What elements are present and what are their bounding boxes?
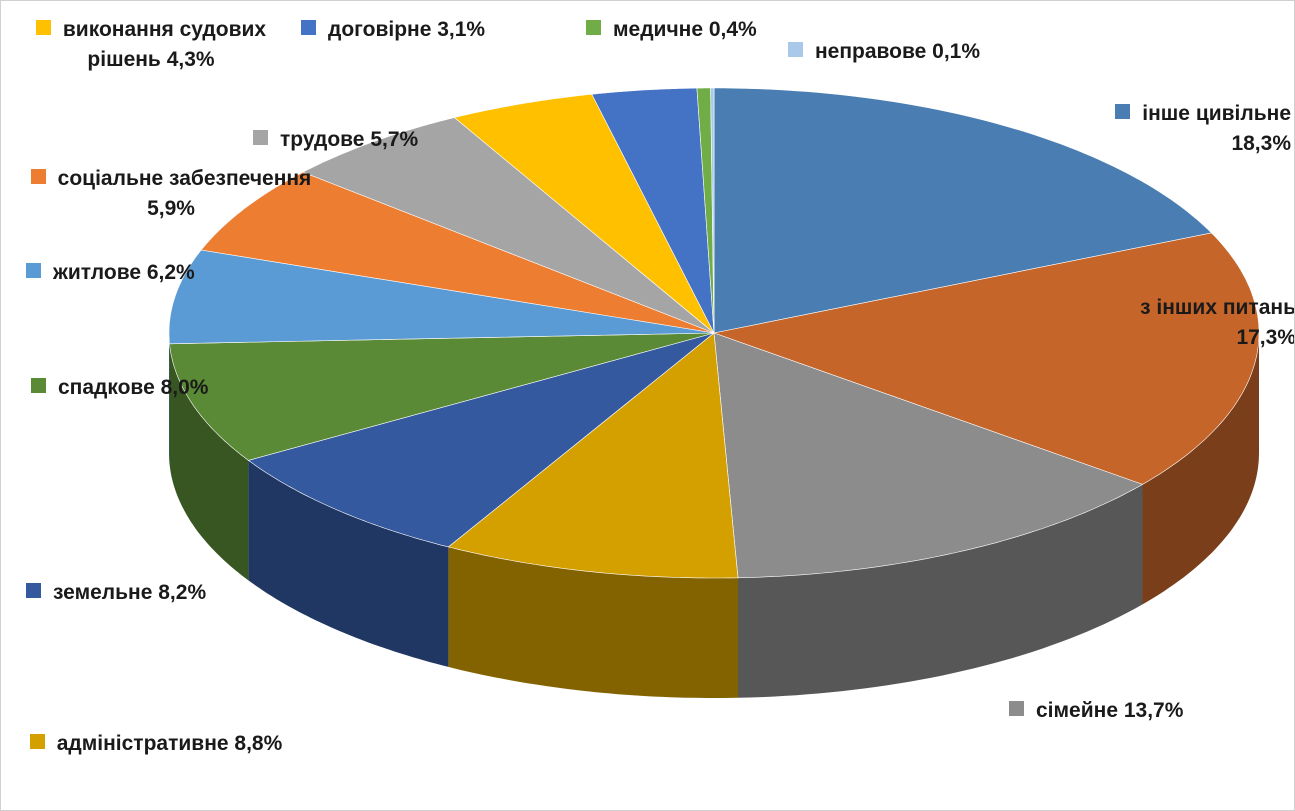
slice (712, 232, 1260, 485)
slice (696, 87, 715, 334)
legend-swatch (35, 20, 51, 35)
slice (713, 332, 1144, 579)
data-label: неправове 0,1% (788, 37, 1038, 67)
data-label: спадкове 8,0% (31, 373, 281, 403)
value-label: 4,3% (166, 48, 215, 71)
legend-swatch (31, 378, 46, 393)
value-label: 18,3% (1231, 132, 1291, 155)
value-label: 6,2% (146, 261, 195, 284)
legend-swatch (301, 20, 316, 35)
value-label: 0,4% (708, 18, 757, 41)
value-label: 5,7% (370, 128, 419, 151)
data-label: трудове 5,7% (253, 125, 493, 155)
legend-swatch (1113, 298, 1129, 313)
slice (453, 93, 715, 334)
data-label: інше цивільне 18,3% (1076, 99, 1291, 159)
slice-side (1142, 333, 1259, 605)
slice-side (738, 484, 1143, 698)
category-name: трудове (280, 128, 365, 151)
category-name: спадкове (58, 376, 155, 399)
category-name: адміністративне (56, 732, 229, 755)
slice (591, 87, 715, 334)
slice-side (248, 460, 449, 667)
data-label: медичне 0,4% (586, 15, 816, 45)
legend-swatch (788, 42, 803, 57)
category-name: інше цивільне (1142, 102, 1291, 125)
value-label: 8,8% (234, 732, 283, 755)
slice-side (448, 546, 738, 698)
slice-side (169, 333, 170, 464)
value-label: 3,1% (437, 18, 486, 41)
slice (302, 117, 715, 334)
value-label: 8,2% (158, 581, 207, 604)
value-label: 0,1% (932, 40, 981, 63)
legend-swatch (30, 169, 46, 184)
legend-swatch (1115, 104, 1131, 119)
legend-swatch (26, 583, 41, 598)
data-label: договірне 3,1% (301, 15, 571, 45)
category-name: соціальне забезпечення (57, 167, 312, 190)
category-name: з інших питань (1140, 296, 1295, 319)
data-label: сімейне 13,7% (1009, 696, 1279, 726)
value-label: 8,0% (160, 376, 209, 399)
category-name: медичне (613, 18, 704, 41)
data-label: виконання судових рішень 4,3% (26, 15, 276, 75)
slice-side (169, 343, 249, 581)
value-label: 5,9% (147, 197, 195, 220)
legend-swatch (1009, 701, 1024, 716)
data-label: житлове 6,2% (26, 258, 276, 288)
data-label: з інших питань 17,3% (1061, 293, 1295, 353)
legend-swatch (29, 734, 45, 749)
data-label: земельне 8,2% (26, 578, 286, 608)
slice (710, 87, 715, 334)
slice (168, 249, 715, 345)
legend-swatch (586, 20, 601, 35)
legend-swatch (253, 130, 268, 145)
category-name: виконання судових рішень (62, 18, 267, 71)
slice (713, 87, 1213, 334)
category-name: сімейне (1036, 699, 1119, 722)
data-label: соціальне забезпечення 5,9% (26, 164, 316, 224)
value-label: 17,3% (1236, 326, 1295, 349)
data-label: адміністративне 8,8% (26, 729, 286, 759)
value-label: 13,7% (1123, 699, 1184, 722)
legend-swatch (26, 263, 41, 278)
category-name: неправове (815, 40, 927, 63)
slice (247, 332, 715, 548)
slice (169, 332, 715, 461)
category-name: договірне (328, 18, 432, 41)
category-name: земельне (53, 581, 153, 604)
slice (447, 332, 739, 579)
category-name: житлове (53, 261, 142, 284)
slice (200, 171, 715, 334)
